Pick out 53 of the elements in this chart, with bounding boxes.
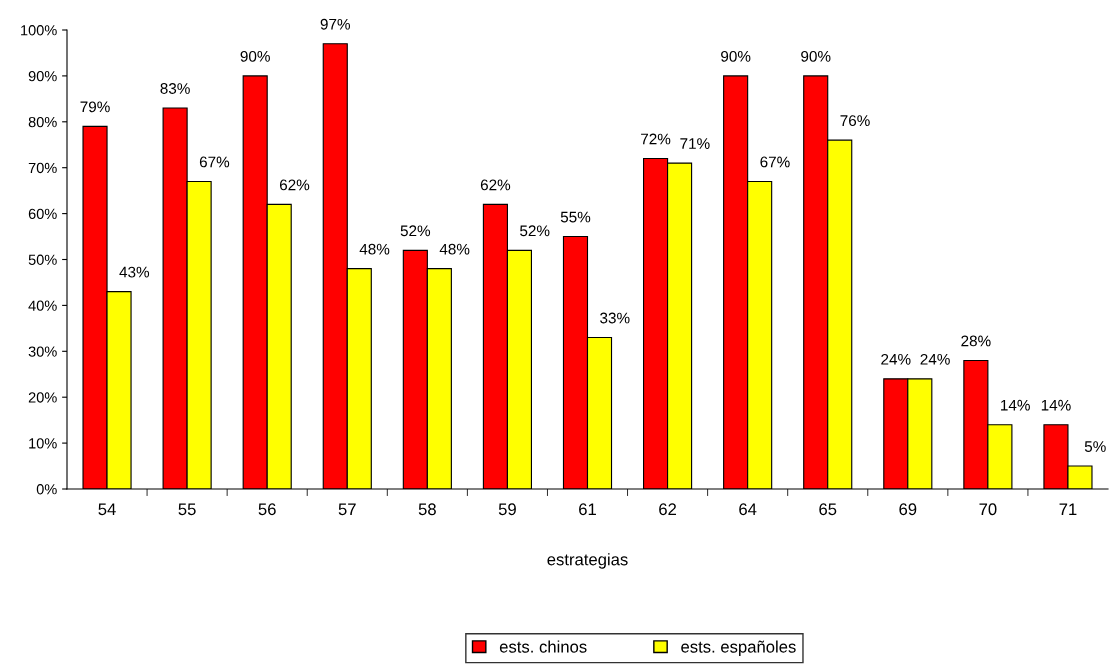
data-label: 67% (760, 156, 790, 168)
y-tick-label: 40% (28, 300, 57, 311)
data-label: 52% (400, 225, 431, 237)
x-tick-label: 62 (659, 503, 677, 516)
data-label: 52% (520, 225, 550, 237)
legend-label: ests. chinos (499, 640, 587, 653)
data-label: 43% (119, 266, 150, 278)
data-label: 14% (1041, 399, 1071, 411)
y-tick-label: 50% (28, 254, 57, 265)
data-label: 72% (641, 133, 671, 145)
data-label: 76% (840, 115, 870, 127)
data-label: 28% (961, 335, 991, 347)
data-label: 24% (881, 353, 911, 365)
data-label: 24% (920, 353, 950, 365)
x-tick-label: 59 (498, 503, 516, 516)
y-tick-label: 80% (28, 116, 57, 128)
legend-label: ests. españoles (681, 640, 796, 656)
x-tick-label: 69 (899, 503, 917, 516)
data-label: 90% (240, 50, 270, 62)
data-label: 55% (560, 211, 591, 223)
y-tick-label: 30% (28, 346, 57, 357)
data-label: 67% (199, 156, 230, 168)
y-tick-label: 90% (28, 71, 57, 82)
data-label: 71% (680, 138, 710, 149)
y-tick-label: 0% (36, 484, 57, 495)
data-label: 79% (80, 101, 110, 113)
x-tick-label: 58 (418, 503, 436, 516)
y-tick-label: 70% (28, 162, 57, 174)
data-label: 48% (359, 243, 390, 255)
x-tick-label: 70 (979, 503, 997, 516)
x-tick-label: 71 (1059, 503, 1077, 515)
x-tick-label: 56 (258, 503, 276, 516)
data-label: 83% (160, 83, 190, 94)
data-label: 90% (801, 50, 831, 62)
x-tick-label: 54 (98, 503, 116, 516)
x-tick-label: 61 (579, 503, 596, 516)
x-tick-label: 55 (178, 503, 196, 516)
data-label: 14% (1001, 399, 1030, 411)
data-label: 48% (439, 243, 470, 255)
y-tick-label: 60% (28, 208, 57, 220)
data-label: 5% (1084, 441, 1106, 452)
data-label: 90% (721, 50, 751, 62)
x-tick-label: 65 (819, 503, 837, 516)
y-tick-label: 10% (29, 438, 57, 449)
x-tick-label: 64 (739, 503, 757, 516)
data-label: 62% (279, 179, 310, 191)
x-axis-title: estrategias (547, 553, 628, 569)
data-label: 33% (600, 312, 630, 324)
x-tick-label: 57 (338, 503, 356, 516)
data-label: 62% (480, 179, 511, 191)
data-label: 97% (320, 18, 350, 30)
y-tick-label: 20% (28, 392, 57, 403)
y-tick-label: 100% (21, 25, 57, 36)
